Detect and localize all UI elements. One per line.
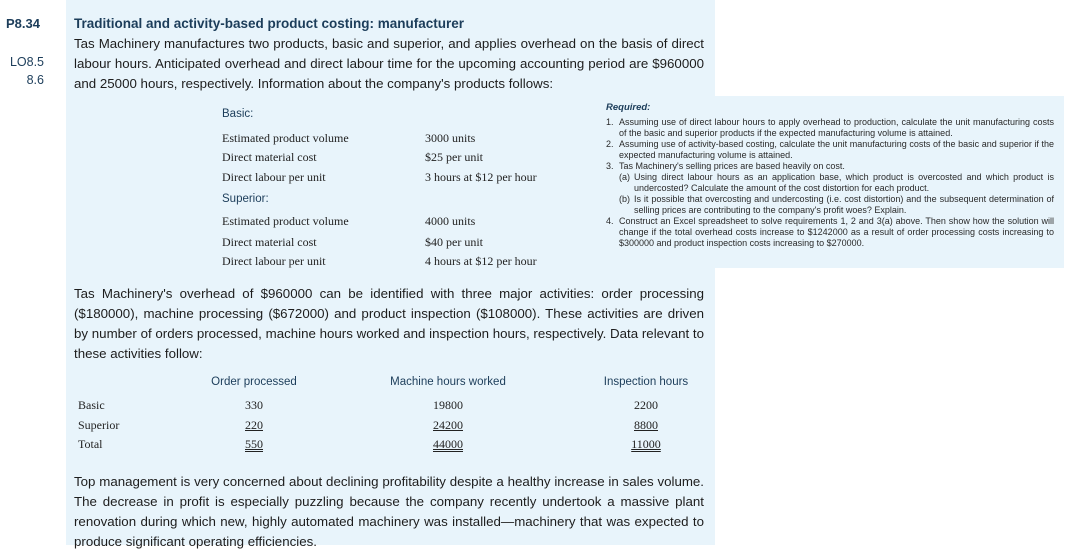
required-item-text: Assuming use of activity-based costing, … (619, 139, 1054, 160)
required-item-text: Assuming use of direct labour hours to a… (619, 117, 1054, 138)
basic-material-label: Direct material cost (222, 150, 317, 164)
closing-paragraph: Top management is very concerned about d… (74, 474, 704, 549)
superior-labour-value: 4 hours at $12 per hour (425, 254, 537, 268)
basic-volume-label: Estimated product volume (222, 131, 349, 145)
required-item-text: Tas Machinery's selling prices are based… (619, 161, 845, 171)
learning-objective-1: LO8.5 (9, 55, 44, 69)
problem-background (66, 0, 715, 545)
required-item-4: 4. Construct an Excel spreadsheet to sol… (606, 216, 1054, 249)
activity-table: Order processed Machine hours worked Ins… (74, 370, 710, 460)
superior-heading: Superior: (222, 193, 269, 205)
superior-material-value: $40 per unit (425, 235, 483, 249)
learning-objective-2: 8.6 (26, 73, 44, 87)
required-item-number: 4. (606, 216, 614, 226)
superior-machine-hours: 24200 (433, 418, 463, 432)
header-machine-hours: Machine hours worked (390, 376, 506, 388)
total-machine-hours: 44000 (433, 437, 463, 451)
intro-paragraph: Tas Machinery manufactures two products,… (74, 36, 704, 91)
required-item-number: 2. (606, 139, 614, 149)
basic-heading: Basic: (222, 108, 254, 120)
superior-labour-label: Direct labour per unit (222, 254, 326, 268)
required-item-3: 3. Tas Machinery's selling prices are ba… (606, 161, 1054, 172)
basic-inspection-hours: 2200 (634, 398, 658, 412)
required-item-number: 1. (606, 117, 614, 127)
problem-number: P8.34 (6, 16, 40, 31)
required-item-3a: (a) Using direct labour hours as an appl… (606, 172, 1054, 194)
required-item-number: (b) (619, 194, 630, 204)
superior-material-label: Direct material cost (222, 235, 317, 249)
required-item-text: Construct an Excel spreadsheet to solve … (619, 216, 1054, 248)
required-background (596, 96, 1064, 268)
basic-machine-hours: 19800 (433, 398, 463, 412)
basic-labour-value: 3 hours at $12 per hour (425, 170, 537, 184)
superior-orders: 220 (245, 418, 263, 432)
total-orders: 550 (245, 437, 263, 451)
required-item-number: 3. (606, 161, 614, 171)
superior-inspection-hours: 8800 (634, 418, 658, 432)
problem-title: Traditional and activity-based product c… (74, 16, 465, 31)
superior-volume-value: 4000 units (425, 214, 476, 228)
header-order-processed: Order processed (211, 376, 297, 388)
basic-orders: 330 (245, 398, 263, 412)
required-item-2: 2. Assuming use of activity-based costin… (606, 139, 1054, 161)
basic-labour-label: Direct labour per unit (222, 170, 326, 184)
overhead-paragraph: Tas Machinery's overhead of $960000 can … (74, 286, 704, 361)
required-panel: Required: 1. Assuming use of direct labo… (606, 102, 1054, 249)
basic-volume-value: 3000 units (425, 131, 476, 145)
required-item-3b: (b) Is it possible that overcosting and … (606, 194, 1054, 216)
basic-material-value: $25 per unit (425, 150, 483, 164)
superior-volume-label: Estimated product volume (222, 214, 349, 228)
row-label-basic: Basic (78, 398, 105, 412)
required-item-text: Using direct labour hours as an applicat… (634, 172, 1054, 193)
header-inspection-hours: Inspection hours (603, 376, 689, 388)
required-item-number: (a) (619, 172, 630, 182)
total-inspection-hours: 11000 (631, 437, 661, 451)
row-label-superior: Superior (78, 418, 120, 432)
required-item-text: Is it possible that overcosting and unde… (634, 194, 1054, 215)
row-label-total: Total (78, 437, 103, 451)
required-title: Required: (606, 102, 651, 113)
required-item-1: 1. Assuming use of direct labour hours t… (606, 117, 1054, 139)
